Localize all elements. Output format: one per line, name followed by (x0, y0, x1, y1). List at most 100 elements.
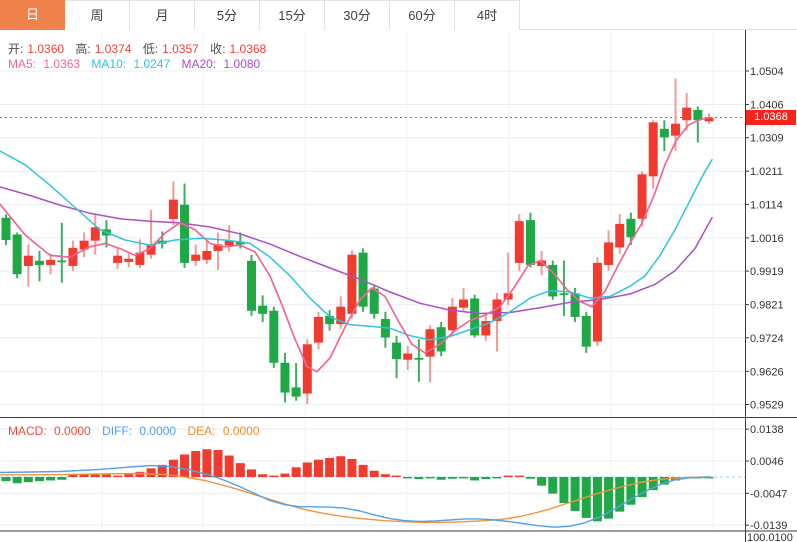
candle-body (146, 244, 156, 255)
ohlc-row: 开: 1.0360 高: 1.0374 低: 1.0357 收: 1.0368 (8, 40, 274, 57)
next-panel-partial-label: 100.0100 (747, 533, 793, 541)
macd-hist-bar (559, 477, 569, 503)
candle-body (693, 109, 703, 121)
macd-hist-bar (425, 477, 435, 479)
macd-hist-bar (369, 470, 379, 477)
candle-body (202, 250, 212, 260)
macd-hist-bar (648, 477, 658, 491)
ma10-line (0, 150, 713, 341)
diff-value: 0.0000 (139, 424, 177, 438)
macd-hist-bar (403, 477, 413, 479)
axis-tick-label: 0.0138 (750, 424, 784, 436)
axis-tick-label: 1.0309 (750, 133, 784, 145)
macd-hist-bar (46, 477, 56, 481)
macd-hist-bar (202, 449, 212, 477)
candle-body (135, 252, 145, 265)
timeframe-tabbar: 日周月 5分 15分 30分 60分 4时 (0, 0, 797, 30)
candle-body (704, 117, 714, 122)
candle-body (436, 327, 446, 352)
candle-body (682, 107, 692, 121)
candle-body (246, 260, 256, 311)
macd-hist-bar (548, 477, 558, 494)
candle-body (358, 252, 368, 307)
tab-60分[interactable]: 60分 (390, 0, 455, 30)
candle-body (637, 174, 647, 219)
close-label: 收: (210, 42, 226, 56)
candle-body (581, 315, 591, 347)
macd-hist-bar (1, 477, 11, 482)
axis-tick-label: 1.0016 (750, 233, 784, 245)
macd-hist-bar (604, 477, 614, 519)
macd-hist-bar (180, 454, 190, 477)
axis-tick-label: -0.0047 (750, 488, 787, 500)
candle-body (369, 288, 379, 314)
macd-hist-bar (213, 449, 223, 477)
tab-日[interactable]: 日 (0, 0, 65, 30)
macd-hist-bar (135, 471, 145, 477)
macd-hist-bar (313, 459, 323, 477)
macd-hist-bar (447, 477, 457, 479)
ma10-value: 1.0247 (133, 57, 171, 71)
macd-hist-bar (90, 473, 100, 477)
candle-body (34, 260, 44, 265)
tab-15分[interactable]: 15分 (260, 0, 325, 30)
macd-hist-bar (57, 477, 67, 480)
candle-body (180, 204, 190, 263)
candle-body (57, 260, 67, 263)
dea-label: DEA: (187, 424, 216, 438)
candle-body (79, 240, 89, 250)
candle-body (90, 227, 100, 241)
candle-body (235, 241, 245, 245)
macd-hist-bar (392, 475, 402, 477)
tab-5分[interactable]: 5分 (195, 0, 260, 30)
macd-hist-bar (246, 469, 256, 477)
diff-label: DIFF: (102, 424, 133, 438)
candle-body (492, 299, 502, 322)
ma5-value: 1.0363 (43, 57, 81, 71)
candle-body (213, 244, 223, 251)
ma20-line (0, 186, 713, 315)
macd-hist-bar (113, 475, 123, 477)
ma10-label: MA10: (91, 57, 127, 71)
candle-body (548, 264, 558, 297)
tab-30分[interactable]: 30分 (325, 0, 390, 30)
macd-hist-bar (23, 477, 33, 483)
axis-tick-label: 0.9724 (750, 333, 784, 345)
candle-body (425, 329, 435, 357)
candle-body (46, 259, 56, 265)
axis-tick-label: 0.9626 (750, 366, 784, 378)
macd-hist-bar (280, 473, 290, 477)
ma20-label: MA20: (181, 57, 217, 71)
macd-hist-bar (592, 477, 602, 522)
tab-月[interactable]: 月 (130, 0, 195, 30)
dea-value: 0.0000 (222, 424, 260, 438)
candle-body (258, 305, 268, 314)
candle-body (626, 218, 636, 238)
macd-hist-bar (235, 463, 245, 477)
macd-hist-bar (157, 464, 167, 477)
macd-hist-bar (358, 464, 368, 477)
macd-hist-bar (168, 459, 178, 477)
macd-hist-bar (637, 477, 647, 498)
macd-hist-bar (258, 474, 268, 477)
candle-body (280, 362, 290, 393)
macd-hist-bar (302, 462, 312, 477)
tab-4时[interactable]: 4时 (455, 0, 520, 30)
macd-hist-bar (514, 475, 524, 477)
low-label: 低: (142, 42, 159, 56)
candle-body (191, 254, 201, 261)
macd-value: 0.0000 (54, 424, 91, 438)
macd-hist-bar (659, 477, 669, 485)
macd-hist-bar (101, 474, 111, 477)
candle-body (592, 262, 602, 342)
open-label: 开: (8, 42, 24, 56)
ma20-value: 1.0080 (223, 57, 261, 71)
axis-tick-label: 0.9821 (750, 300, 784, 312)
candle-body (224, 240, 234, 246)
low-value: 1.0357 (162, 42, 199, 56)
tab-周[interactable]: 周 (65, 0, 130, 30)
macd-hist-bar (481, 477, 491, 480)
macd-hist-bar (325, 457, 335, 477)
candle-body (559, 293, 569, 295)
